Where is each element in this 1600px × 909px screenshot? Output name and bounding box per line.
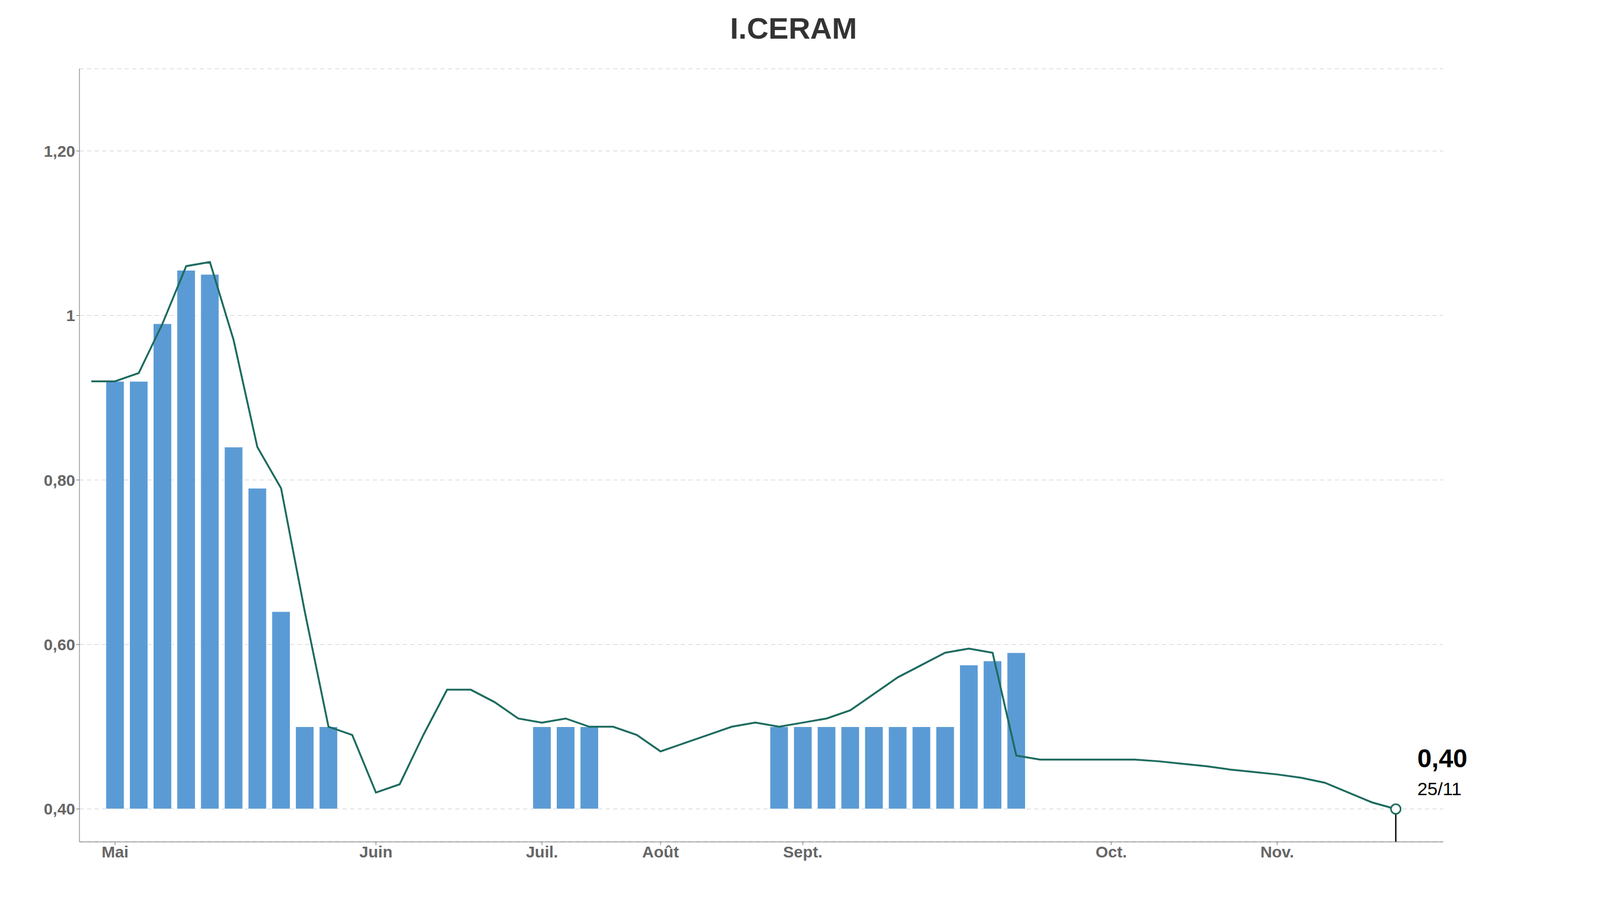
svg-text:1: 1 — [66, 306, 76, 325]
html-text:I.CERAM: I.CERAM — [730, 11, 858, 46]
svg-text:Nov.: Nov. — [1260, 842, 1294, 861]
svg-text:0,40: 0,40 — [44, 800, 76, 818]
svg-text:Juin: Juin — [359, 842, 393, 861]
svg-text:1,20: 1,20 — [44, 142, 76, 160]
svg-text:Oct.: Oct. — [1095, 842, 1127, 861]
svg-text:25/11: 25/11 — [1417, 778, 1463, 799]
svg-text:0,40: 0,40 — [1417, 744, 1468, 773]
svg-text:Sept.: Sept. — [783, 842, 823, 861]
svg-text:Août: Août — [642, 842, 679, 861]
svg-text:Mai: Mai — [101, 842, 129, 861]
svg-text:0,80: 0,80 — [44, 471, 76, 490]
svg-text:Juil.: Juil. — [525, 842, 558, 861]
svg-text:0,60: 0,60 — [44, 635, 76, 654]
